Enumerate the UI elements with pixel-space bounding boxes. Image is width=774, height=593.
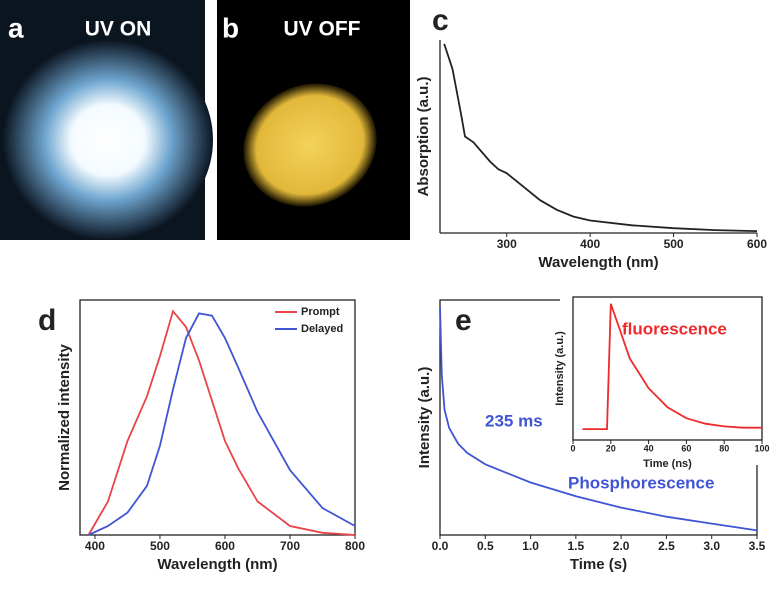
x-tick-label: 400 [85,539,105,553]
x-tick-label: 400 [580,237,600,251]
y-axis-label: Intensity (a.u.) [416,367,433,469]
x-axis-label: Wavelength (nm) [538,254,658,271]
y-axis-label: Absorption (a.u.) [415,77,432,197]
x-tick-label: 60 [681,443,691,453]
x-tick-label: 1.0 [522,539,539,553]
x-tick-label: 20 [606,443,616,453]
x-tick-label: 2.0 [613,539,630,553]
photo-caption: UV OFF [284,18,361,41]
inset-background [560,285,770,465]
annotation: fluorescence [622,319,727,338]
data-line [443,43,758,232]
y-axis-label: Intensity (a.u.) [554,331,566,406]
panel-label: c [432,4,449,37]
x-tick-label: 3.0 [703,539,720,553]
x-tick-label: 1.5 [568,539,585,553]
x-tick-label: 800 [345,539,365,553]
data-line [439,306,758,532]
data-line [88,312,356,536]
photo-b: b UV OFF [217,0,410,240]
x-axis-label: Time (s) [570,556,627,573]
annotation: 235 ms [485,411,543,430]
x-tick-label: 600 [215,539,235,553]
x-axis-label: Time (ns) [643,458,692,470]
legend-label: Delayed [301,323,343,335]
x-tick-label: 600 [747,237,767,251]
x-tick-label: 500 [664,237,684,251]
x-tick-label: 2.5 [658,539,675,553]
x-tick-label: 3.5 [749,539,766,553]
x-tick-label: 80 [719,443,729,453]
panel-label: e [455,304,472,337]
x-tick-label: 700 [280,539,300,553]
panel-label: a [8,12,24,43]
x-tick-label: 500 [150,539,170,553]
annotation: Phosphorescence [568,473,714,492]
x-tick-label: 40 [644,443,654,453]
panel-label: b [222,12,239,43]
x-tick-label: 0.0 [432,539,449,553]
x-tick-label: 0 [570,443,575,453]
x-tick-label: 300 [497,237,517,251]
data-line [87,309,356,536]
data-line [582,303,762,430]
x-axis-label: Wavelength (nm) [157,556,277,573]
x-tick-label: 100 [754,443,769,453]
x-tick-label: 0.5 [477,539,494,553]
legend-label: Prompt [301,306,340,318]
photo-caption: UV ON [85,18,152,41]
y-axis-label: Normalized intensity [56,343,73,490]
panel-label: d [38,304,56,337]
photo-a: a UV ON [0,0,213,240]
frame [572,296,763,441]
frame [79,299,356,536]
